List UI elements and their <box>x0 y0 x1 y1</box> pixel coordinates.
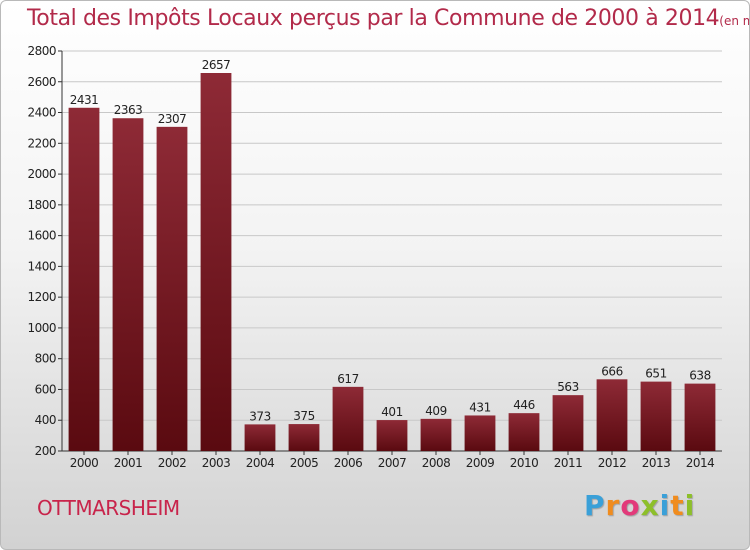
bar <box>156 126 188 451</box>
x-tick-label: 2004 <box>246 456 275 470</box>
logo-letter: P <box>584 489 606 522</box>
y-tick-label: 2400 <box>27 106 56 120</box>
bars <box>68 73 716 452</box>
data-label: 2431 <box>70 93 99 107</box>
data-label: 409 <box>425 404 446 418</box>
data-label: 401 <box>381 405 402 419</box>
data-label: 373 <box>249 409 270 423</box>
y-tick-label: 2200 <box>27 136 56 150</box>
logo-letter: i <box>659 489 671 522</box>
logo-letter: i <box>684 489 696 522</box>
y-tick-label: 400 <box>35 413 56 427</box>
data-label: 563 <box>557 380 578 394</box>
commune-name: OTTMARSHEIM <box>37 496 180 520</box>
bar <box>288 424 320 451</box>
bar <box>596 379 628 451</box>
bar <box>332 386 364 451</box>
logo-letter: t <box>670 489 685 522</box>
x-tick-label: 2002 <box>158 456 187 470</box>
data-label: 2363 <box>114 103 143 117</box>
proxiti-logo: Proxiti <box>584 489 695 522</box>
bar <box>684 383 716 451</box>
x-tick-label: 2008 <box>422 456 451 470</box>
x-tick-label: 2003 <box>202 456 231 470</box>
x-tick-label: 2005 <box>290 456 319 470</box>
y-tick-label: 2800 <box>27 44 56 58</box>
x-tick-label: 2014 <box>686 456 715 470</box>
data-label: 2657 <box>202 58 231 72</box>
y-tick-label: 1600 <box>27 229 56 243</box>
y-tick-label: 800 <box>35 352 56 366</box>
x-tick-label: 2007 <box>378 456 407 470</box>
data-label: 666 <box>601 364 622 378</box>
data-label: 446 <box>513 398 534 412</box>
y-tick-label: 2000 <box>27 167 56 181</box>
logo-letter: x <box>640 489 660 522</box>
y-tick-label: 1200 <box>27 290 56 304</box>
x-tick-label: 2011 <box>554 456 583 470</box>
chart-title-text: Total des Impôts Locaux perçus par la Co… <box>27 6 720 31</box>
data-label: 617 <box>337 372 358 386</box>
bar <box>376 420 408 451</box>
bar <box>200 73 232 451</box>
x-tick-label: 2009 <box>466 456 495 470</box>
x-tick-label: 2001 <box>114 456 143 470</box>
chart-title: Total des Impôts Locaux perçus par la Co… <box>27 6 749 31</box>
bar <box>112 118 144 451</box>
bar <box>508 413 540 451</box>
y-tick-label: 600 <box>35 382 56 396</box>
labels: 200 400 600 800 1000 1200 1400 1600 1800 2000 2200… <box>27 44 714 470</box>
bar <box>244 424 276 451</box>
y-tick-label: 200 <box>35 444 56 458</box>
logo-letter: o <box>620 489 641 522</box>
y-tick-label: 1000 <box>27 321 56 335</box>
x-tick-label: 2000 <box>70 456 99 470</box>
logo-letter: r <box>605 489 621 522</box>
bar <box>640 381 672 451</box>
bar <box>552 395 584 451</box>
data-label: 651 <box>645 367 666 381</box>
bar <box>420 418 452 451</box>
chart-title-unit: (en milliers d'€) <box>719 14 749 28</box>
data-label: 2307 <box>158 112 187 126</box>
data-label: 375 <box>293 409 314 423</box>
data-label: 431 <box>469 400 490 414</box>
x-tick-label: 2013 <box>642 456 671 470</box>
bar <box>68 107 100 452</box>
x-tick-label: 2006 <box>334 456 363 470</box>
data-label: 638 <box>689 369 710 383</box>
x-tick-label: 2012 <box>598 456 627 470</box>
bar <box>464 415 496 451</box>
x-tick-label: 2010 <box>510 456 539 470</box>
y-tick-label: 1800 <box>27 198 56 212</box>
y-tick-label: 2600 <box>27 75 56 89</box>
y-tick-label: 1400 <box>27 259 56 273</box>
